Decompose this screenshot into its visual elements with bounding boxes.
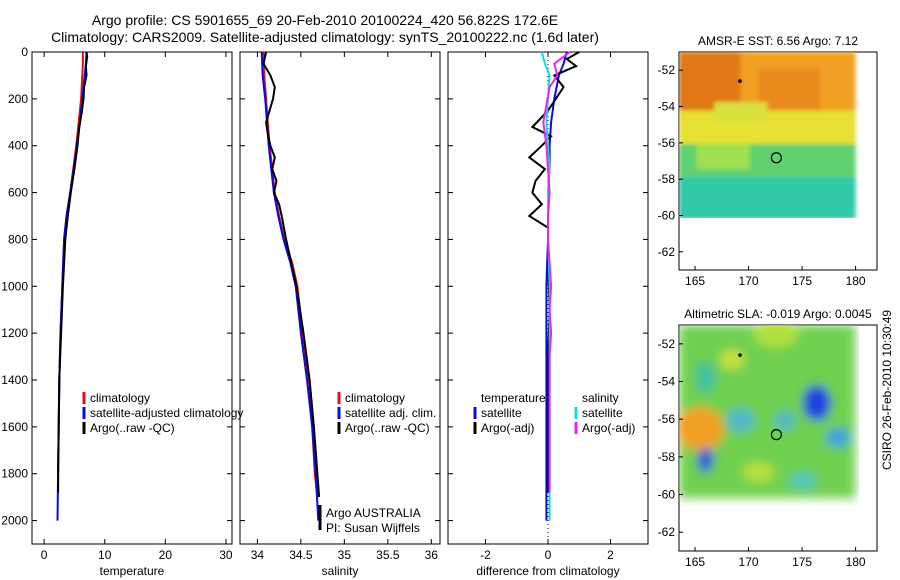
sla_map-ytick-label: -58: [658, 450, 676, 464]
sla_map-float-marker: [770, 429, 782, 441]
sst_map-ytick-label: -58: [658, 172, 676, 186]
temperature-ytick-label: 600: [8, 186, 28, 200]
sst_map-field: [679, 52, 856, 218]
temp-legend-argo-label: Argo(..raw -QC): [90, 421, 175, 435]
plot-title-line1: Argo profile: CS 5901655_69 20-Feb-2010 …: [91, 12, 559, 28]
pi-name-label: PI: Susan Wijffels: [326, 521, 420, 535]
difference-xtick-label: -2: [480, 548, 491, 562]
diff-legend-temp-satellite-label: satellite: [481, 406, 522, 420]
sst_map-xtick-label: 170: [739, 274, 759, 288]
diff-legend-temperature-title: temperature: [481, 391, 546, 405]
salinity-xtick-label: 36: [425, 548, 439, 562]
sla_map-ytick-label: -56: [658, 412, 676, 426]
sal-legend-satellite-label: satellite adj. clim.: [345, 406, 436, 420]
temperature-ytick-label: 1000: [1, 279, 28, 293]
difference-xlabel: difference from climatology: [476, 564, 619, 578]
salinity-xtick-label: 35.5: [376, 548, 400, 562]
sla-eddy-8: [697, 448, 714, 473]
sla_map-xtick-label: 170: [739, 555, 759, 569]
sst-yellow-patch: [714, 102, 768, 123]
difference-series-sal-argo: [542, 51, 571, 493]
temperature-ytick-label: 2000: [1, 514, 28, 528]
salinity-xtick-label: 34: [251, 548, 265, 562]
sst_map-xtick-label: 175: [792, 274, 812, 288]
temperature-ytick-label: 1400: [1, 373, 28, 387]
sla_map-xtick-label: 175: [792, 555, 812, 569]
salinity-series-satellite: [260, 51, 320, 521]
sst-lightgreen-patch: [696, 143, 750, 169]
sst_map-float-marker: [770, 152, 782, 164]
temperature-ytick-label: 400: [8, 139, 28, 153]
temperature-xtick-label: 10: [98, 548, 112, 562]
sla-eddy-1: [695, 360, 716, 393]
sst_map-ytick-label: -56: [658, 136, 676, 150]
timestamp-stamp: CSIRO 26-Feb-2010 10:30:49: [880, 309, 894, 470]
sla_map-field-blur: [679, 325, 856, 499]
temperature-series-argo: [57, 51, 89, 493]
sst_map-ytick-label: -52: [658, 63, 676, 77]
sst_map-field-blur: [679, 52, 856, 218]
salinity-xtick-label: 34.5: [289, 548, 313, 562]
plot-title-line2: Climatology: CARS2009. Satellite-adjuste…: [51, 29, 599, 45]
sla_map-title: Altimetric SLA: -0.019 Argo: 0.0045: [684, 307, 872, 321]
sst_map-xtick-label: 165: [685, 274, 705, 288]
sla_map-ytick-label: -52: [658, 337, 676, 351]
temperature-ytick-label: 200: [8, 92, 28, 106]
diff-legend-temp-argo-label: Argo(-adj): [481, 421, 534, 435]
diff-legend-sal-argo-label: Argo(-adj): [582, 421, 635, 435]
sla_map-ytick-label: -60: [658, 488, 676, 502]
sla-eddy-11: [788, 472, 817, 489]
sst-warm-patch-2: [758, 68, 821, 111]
sla_map-xtick-label: 180: [846, 555, 866, 569]
diff-legend-salinity-title: salinity: [582, 391, 619, 405]
sla-eddy-3: [774, 410, 795, 431]
sla-eddy-4: [802, 384, 831, 421]
sla_map-ytick-label: -54: [658, 375, 676, 389]
temperature-ytick-label: 1800: [1, 467, 28, 481]
temperature-ytick-label: 1200: [1, 326, 28, 340]
sla-eddy-2: [726, 408, 755, 433]
diff-legend-sal-satellite-label: satellite: [582, 406, 623, 420]
sst_map-xtick-label: 180: [846, 274, 866, 288]
temperature-xlabel: temperature: [100, 564, 165, 578]
temperature-ytick-label: 1600: [1, 420, 28, 434]
sla_map-ytick-label: -62: [658, 525, 676, 539]
sla_map-position-dot: [738, 353, 742, 357]
sla-eddy-9: [742, 462, 775, 483]
argo-australia-label: Argo AUSTRALIA: [326, 506, 421, 520]
sst-cyan-band: [679, 177, 856, 218]
sst_map-ytick-label: -54: [658, 100, 676, 114]
sst_map-ytick-label: -60: [658, 209, 676, 223]
sla_map-field: [679, 325, 856, 499]
temp-legend-climatology-label: climatology: [90, 391, 150, 405]
sla-eddy-0: [754, 325, 799, 348]
sal-legend-climatology-label: climatology: [345, 391, 405, 405]
difference-xtick-label: 2: [607, 548, 614, 562]
sal-legend-argo-label: Argo(..raw -QC): [345, 421, 430, 435]
sla_map-xtick-label: 165: [685, 555, 705, 569]
temperature-ytick-label: 0: [21, 45, 28, 59]
salinity-xlabel: salinity: [322, 564, 359, 578]
temperature-xtick-label: 0: [41, 548, 48, 562]
salinity-axes-box: [239, 51, 441, 545]
temperature-xtick-label: 30: [219, 548, 233, 562]
sla-eddy-5: [825, 427, 850, 448]
sst_map-position-dot: [738, 79, 742, 83]
temperature-xtick-label: 20: [159, 548, 173, 562]
salinity-xtick-label: 35: [338, 548, 352, 562]
temp-legend-satellite-label: satellite-adjusted climatology: [90, 406, 243, 420]
sst_map-ytick-label: -62: [658, 245, 676, 259]
temperature-ytick-label: 800: [8, 232, 28, 246]
salinity-series-argo: [262, 51, 321, 498]
sst_map-title: AMSR-E SST: 6.56 Argo: 7.12: [698, 34, 858, 48]
temperature-axes-box: [31, 51, 233, 545]
sla-eddy-10: [719, 349, 744, 370]
difference-xtick-label: 0: [545, 548, 552, 562]
sla-eddy-7: [679, 406, 725, 451]
